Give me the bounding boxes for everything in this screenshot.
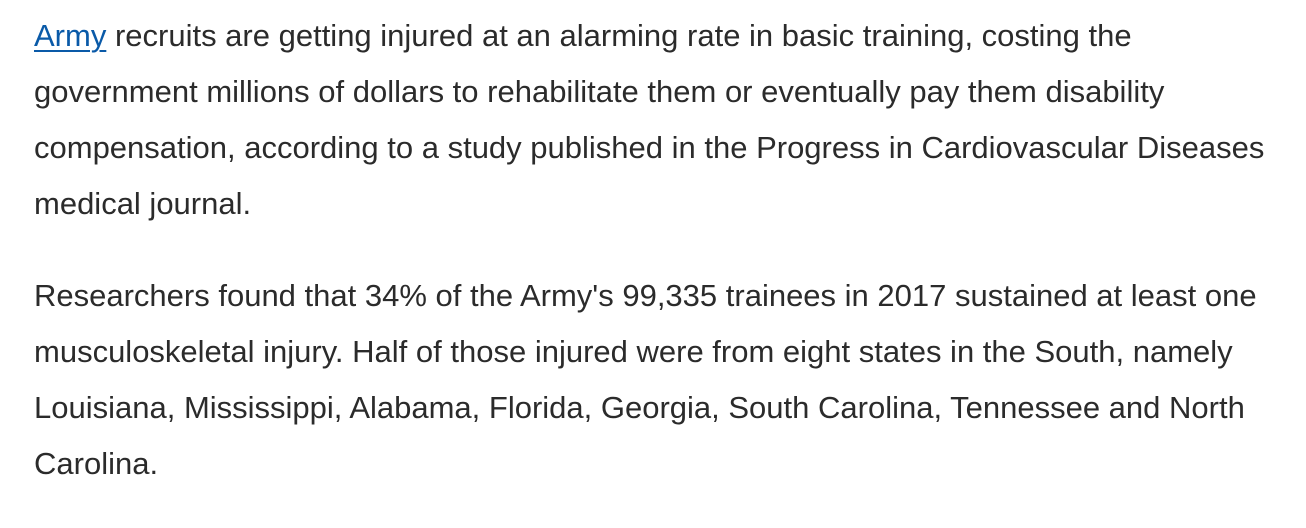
paragraph-1: Army recruits are getting injured at an … [34,8,1274,232]
army-link[interactable]: Army [34,18,107,53]
article-body: Army recruits are getting injured at an … [34,8,1274,528]
paragraph-1-text: recruits are getting injured at an alarm… [34,18,1265,221]
paragraph-2: Researchers found that 34% of the Army's… [34,278,1257,481]
